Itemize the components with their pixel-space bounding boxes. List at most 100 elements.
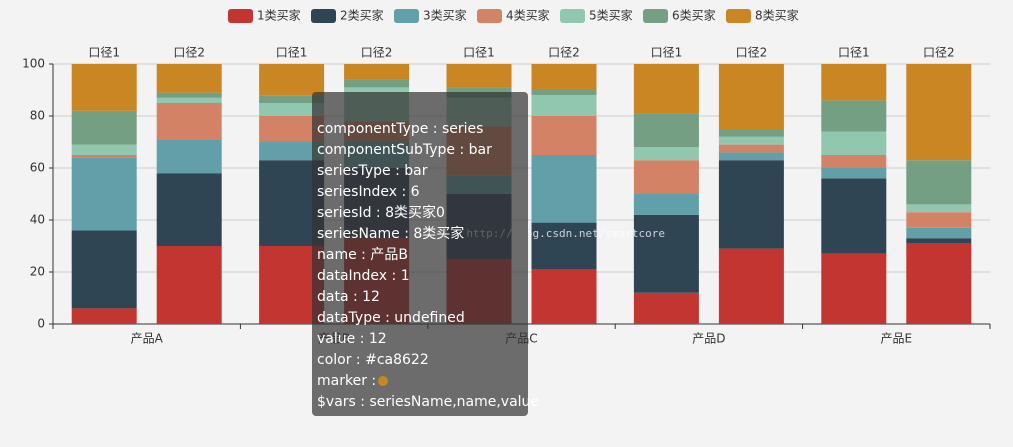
bar-segment <box>906 204 972 213</box>
bar-segment <box>259 103 325 116</box>
tooltip-box <box>312 92 528 416</box>
bar-segment <box>531 95 597 116</box>
bar-segment <box>71 230 137 309</box>
bar-segment <box>531 222 597 270</box>
bar-segment <box>156 92 222 98</box>
stack-label: 口径1 <box>463 46 495 60</box>
tooltip-line: color : #ca8622 <box>317 352 429 368</box>
legend-swatch <box>228 9 253 23</box>
legend-label: 8类买家 <box>755 8 799 23</box>
bar-segment <box>906 243 972 324</box>
tooltip-line: seriesName : 8类买家 <box>317 225 464 242</box>
bar-segment <box>156 139 222 174</box>
bar-segment <box>156 64 222 93</box>
bar-segment <box>718 144 784 153</box>
legend-swatch <box>643 9 668 23</box>
bar-segment <box>446 64 512 88</box>
bar-segment <box>633 64 699 114</box>
x-tick-label: 产品E <box>881 332 913 346</box>
bar-segment <box>633 214 699 293</box>
bar-segment <box>156 103 222 140</box>
tooltip-line: componentType : series <box>317 121 483 137</box>
tooltip-line: seriesId : 8类买家0 <box>317 204 445 221</box>
bar-segment <box>906 238 972 244</box>
bar-segment <box>71 64 137 111</box>
legend-label: 3类买家 <box>423 8 467 23</box>
bar-segment <box>718 64 784 129</box>
bar-segment <box>344 64 410 80</box>
legend-swatch <box>394 9 419 23</box>
legend-label: 6类买家 <box>672 8 716 23</box>
stack-label: 口径2 <box>923 46 955 60</box>
bar-segment <box>531 155 597 223</box>
bar-segment <box>259 142 325 161</box>
bar-segment <box>531 116 597 155</box>
bar-segment <box>344 79 410 88</box>
legend-label: 5类买家 <box>589 8 633 23</box>
tooltip-line: dataType : undefined <box>317 310 465 326</box>
bar-segment <box>821 64 887 101</box>
tooltip-line: componentSubType : bar <box>317 142 492 158</box>
plot-area: 020406080100产品A口径1口径2产品B口径1口径2产品C口径1口径2产… <box>22 8 991 346</box>
legend-label: 1类买家 <box>257 8 301 23</box>
bar-segment <box>718 129 784 137</box>
y-tick-label: 60 <box>30 161 45 175</box>
bar-segment <box>906 212 972 228</box>
bar-segment <box>906 64 972 161</box>
bar-segment <box>718 248 784 324</box>
stack-label: 口径2 <box>361 46 393 60</box>
stack-label: 口径1 <box>88 46 120 60</box>
bar-segment <box>71 157 137 231</box>
bar-segment <box>821 178 887 254</box>
bar-segment <box>531 269 597 324</box>
bar-segment <box>718 160 784 249</box>
x-tick-label: 产品D <box>692 332 725 346</box>
bar-segment <box>821 253 887 324</box>
bar-segment <box>821 131 887 155</box>
legend-swatch <box>726 9 751 23</box>
y-tick-label: 0 <box>37 317 45 331</box>
bar-segment <box>259 95 325 103</box>
bar-segment <box>71 155 137 158</box>
bar-segment <box>821 155 887 168</box>
y-tick-label: 100 <box>22 57 45 71</box>
y-tick-label: 20 <box>30 265 45 279</box>
stack-label: 口径1 <box>838 46 870 60</box>
bar-segment <box>906 160 972 205</box>
bar-segment <box>156 97 222 103</box>
bar-segment <box>259 64 325 96</box>
bar-segment <box>633 113 699 148</box>
stack-label: 口径1 <box>651 46 683 60</box>
bar-segment <box>71 110 137 145</box>
legend-swatch <box>477 9 502 23</box>
legend-label: 4类买家 <box>506 8 550 23</box>
bar-segment <box>156 246 222 324</box>
legend-label: 2类买家 <box>340 8 384 23</box>
tooltip-line: $vars : seriesName,name,value <box>317 394 539 410</box>
y-tick-label: 80 <box>30 109 45 123</box>
tooltip-line: value : 12 <box>317 331 387 347</box>
tooltip-line: data : 12 <box>317 289 380 305</box>
bar-segment <box>71 308 137 324</box>
tooltip-line: dataIndex : 1 <box>317 268 410 284</box>
bar-segment <box>633 160 699 194</box>
bar-segment <box>633 194 699 215</box>
bar-segment <box>71 144 137 155</box>
x-tick-label: 产品A <box>131 332 164 346</box>
bar-segment <box>633 292 699 324</box>
tooltip-marker <box>378 376 388 386</box>
tooltip-line: marker : <box>317 373 376 389</box>
stack-label: 口径2 <box>736 46 768 60</box>
tooltip-line: seriesIndex : 6 <box>317 184 420 200</box>
tooltip-line: name : 产品B <box>317 247 408 263</box>
bar-segment <box>718 152 784 161</box>
stack-label: 口径1 <box>276 46 308 60</box>
bar-segment <box>633 147 699 161</box>
stack-label: 口径2 <box>173 46 205 60</box>
bar-segment <box>531 64 597 90</box>
stack-label: 口径2 <box>548 46 580 60</box>
bar-segment <box>718 136 784 145</box>
tooltip-line: seriesType : bar <box>317 163 428 179</box>
tooltip: componentType : series componentSubType :… <box>312 92 539 416</box>
legend-swatch <box>560 9 585 23</box>
